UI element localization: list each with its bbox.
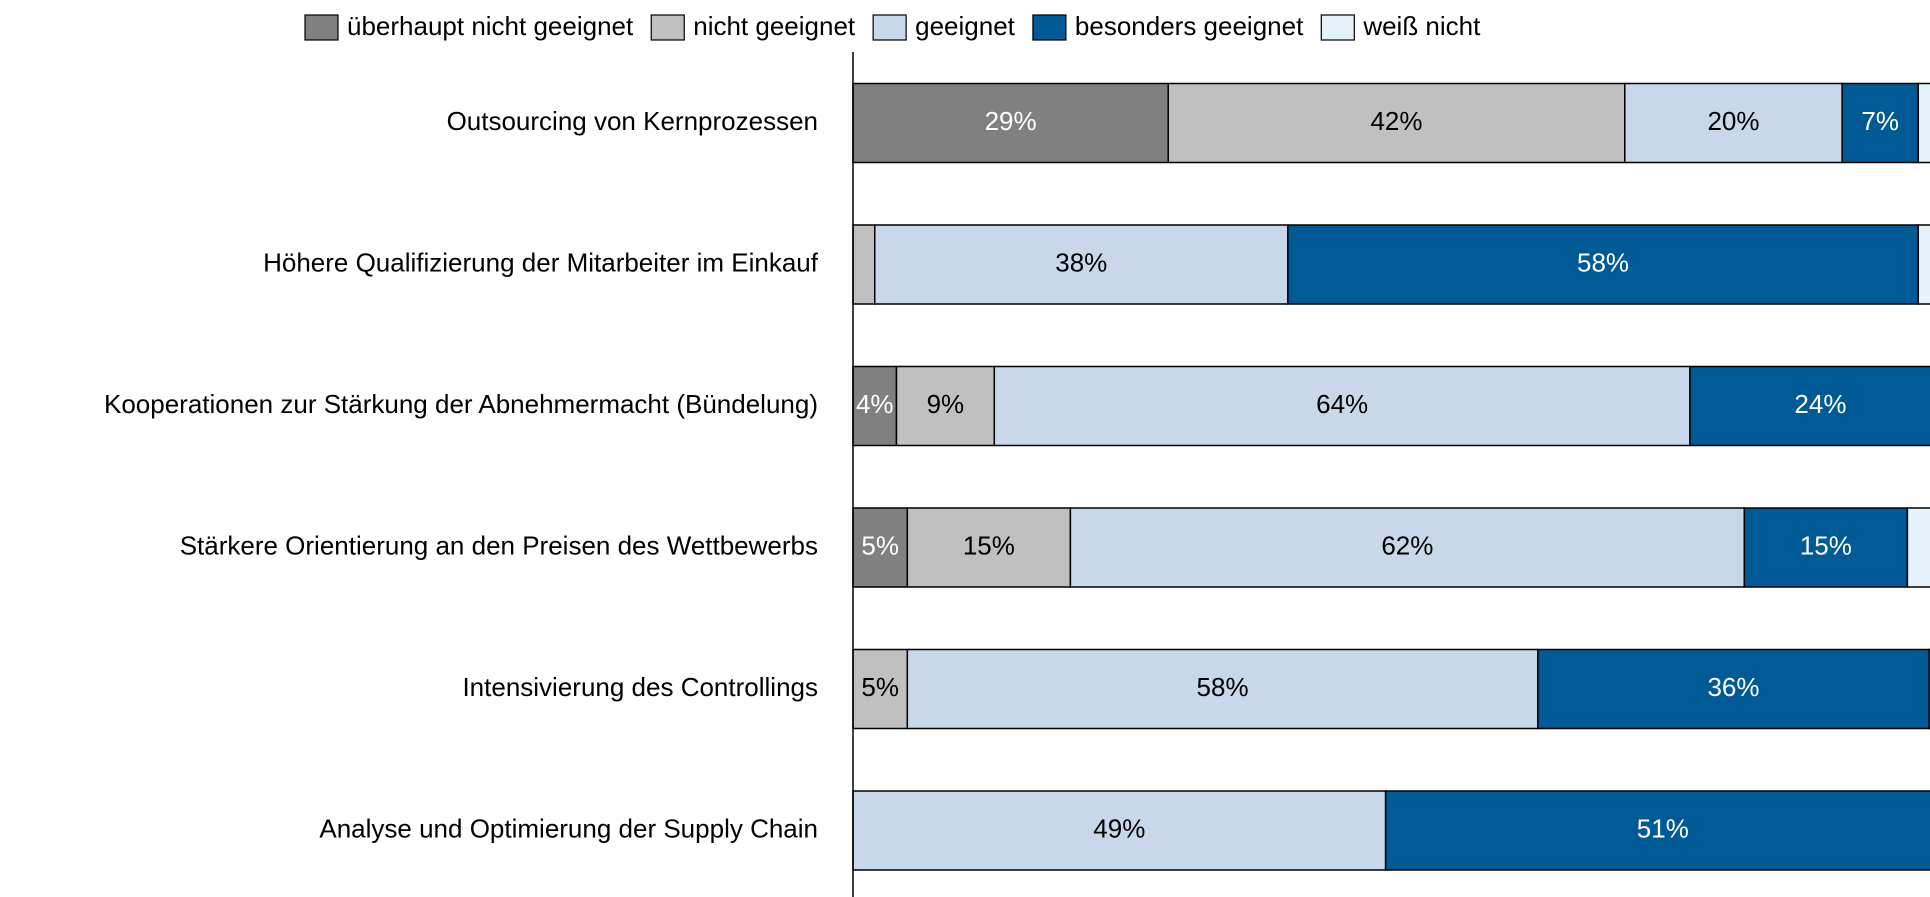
value-label: 51% — [1637, 813, 1689, 843]
bar-segment — [1384, 790, 1930, 871]
category-label: Analyse und Optimierung der Supply Chain — [319, 813, 818, 843]
category-label: Outsourcing von Kernprozessen — [447, 106, 818, 136]
bar-segment — [1743, 507, 1909, 588]
category-label: Intensivierung des Controllings — [462, 672, 818, 702]
category-label: Stärkere Orientierung an den Preisen des… — [180, 530, 818, 560]
value-label: 9% — [927, 389, 965, 419]
legend-label: geeignet — [915, 11, 1016, 41]
value-label: 4% — [856, 389, 894, 419]
bar-segment — [895, 365, 996, 447]
legend-swatch — [1032, 14, 1067, 41]
value-label: 5% — [861, 672, 899, 702]
legend-label: weiß nicht — [1362, 11, 1481, 41]
value-label: 58% — [1577, 247, 1629, 277]
legend-swatch — [872, 14, 907, 41]
bar-segment — [1917, 224, 1930, 305]
legend-swatch — [650, 14, 685, 41]
legend-label: nicht geeignet — [693, 11, 856, 41]
value-label: 49% — [1093, 813, 1145, 843]
bar-segment — [993, 365, 1691, 447]
bar-segment — [1917, 82, 1930, 164]
category-label: Kooperationen zur Stärkung der Abnehmerm… — [104, 389, 818, 419]
bar-segment — [852, 648, 909, 730]
bar-segment — [1624, 82, 1843, 164]
value-label: 20% — [1707, 106, 1759, 136]
bar-segment — [852, 507, 909, 588]
bar-segment — [1906, 507, 1930, 588]
value-label: 29% — [985, 106, 1037, 136]
bar-segment — [852, 365, 898, 447]
bar-segment — [852, 82, 1169, 164]
value-label: 36% — [1707, 672, 1759, 702]
value-label: 15% — [963, 530, 1015, 560]
value-label: 15% — [1800, 530, 1852, 560]
bar-segment — [1537, 648, 1930, 730]
bar-segment — [1689, 365, 1930, 447]
value-label: 62% — [1381, 530, 1433, 560]
value-label: 7% — [1861, 106, 1899, 136]
legend-swatch — [304, 14, 339, 41]
value-label: 64% — [1316, 389, 1368, 419]
bar-segment — [1167, 82, 1626, 164]
value-label: 38% — [1055, 247, 1107, 277]
bar-segment — [906, 507, 1072, 588]
legend-label: überhaupt nicht geeignet — [347, 11, 634, 41]
legend-label: besonders geeignet — [1075, 11, 1304, 41]
value-label: 5% — [861, 530, 899, 560]
bar-segment — [852, 224, 876, 305]
bar-segment — [1069, 507, 1746, 588]
bar-segment — [852, 790, 1387, 871]
legend-swatch — [1320, 14, 1355, 41]
bar-segment — [873, 224, 1289, 305]
bar-segment — [1287, 224, 1920, 305]
value-label: 58% — [1197, 672, 1249, 702]
category-label: Höhere Qualifizierung der Mitarbeiter im… — [263, 247, 819, 277]
value-label: 42% — [1370, 106, 1422, 136]
value-label: 24% — [1794, 389, 1846, 419]
